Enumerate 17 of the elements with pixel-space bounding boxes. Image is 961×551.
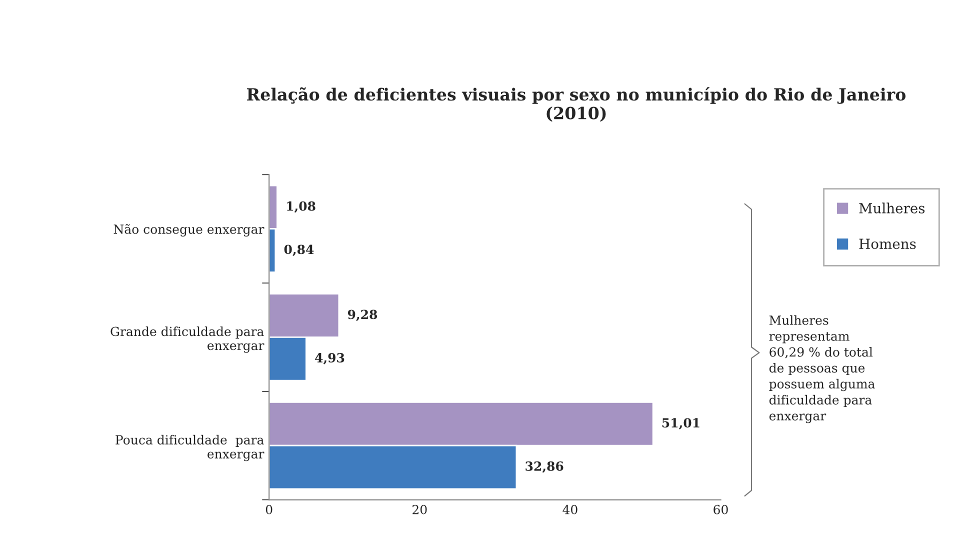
data-label: 0,84 (284, 244, 314, 256)
legend-label: Mulheres (859, 202, 925, 214)
x-tick-label: 0 (266, 504, 272, 514)
x-tick-label: 40 (562, 504, 578, 514)
data-label: 51,01 (662, 418, 700, 430)
data-label: 1,08 (287, 201, 316, 213)
data-label: 4,93 (315, 353, 344, 364)
legend-label: Homens (859, 238, 916, 250)
data-label: 32,86 (526, 461, 564, 473)
x-tick-label: 20 (412, 504, 427, 514)
text: Mulheres representam 60,29 % do total de pessoas que possuem alguma dificuldade para enxergar (769, 315, 875, 424)
data-label: 9,28 (348, 310, 378, 322)
y-tick-label: Não consegue enxergar (114, 224, 264, 236)
chart-title: Relação de deficientes visuais por sexo no município do Rio de Janeiro (2010) (247, 87, 906, 122)
y-tick-label: Grande dificuldade para enxergar (110, 326, 264, 353)
y-tick-label: Pouca dificuldade para enxergar (116, 434, 264, 462)
x-tick-label: 60 (714, 504, 728, 514)
